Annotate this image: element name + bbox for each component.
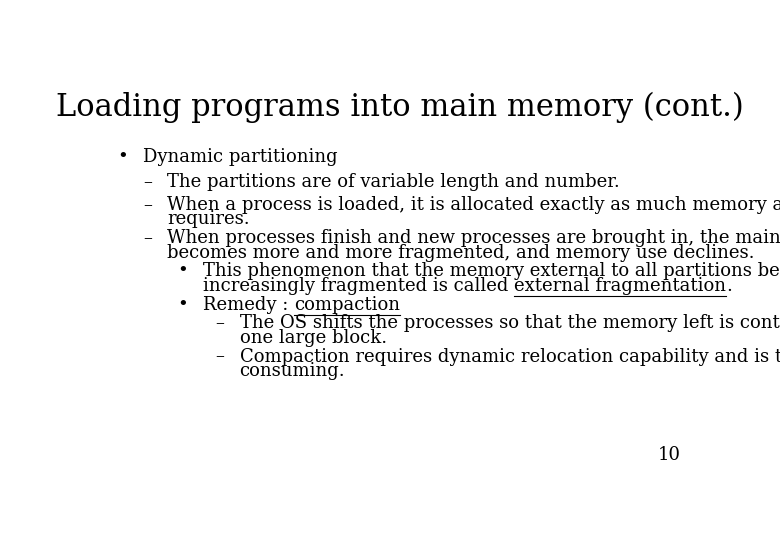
Text: When processes finish and new processes are brought in, the main memory: When processes finish and new processes … [167, 229, 780, 247]
Text: Remedy :: Remedy : [204, 295, 294, 314]
Text: Loading programs into main memory (cont.): Loading programs into main memory (cont.… [56, 92, 743, 123]
Text: –: – [143, 196, 152, 214]
Text: .: . [726, 277, 732, 295]
Text: –: – [143, 173, 152, 191]
Text: 10: 10 [658, 446, 681, 464]
Text: •: • [177, 262, 188, 280]
Text: When a process is loaded, it is allocated exactly as much memory as it: When a process is loaded, it is allocate… [167, 196, 780, 214]
Text: consuming.: consuming. [239, 362, 346, 380]
Text: –: – [143, 229, 152, 247]
Text: Compaction requires dynamic relocation capability and is time: Compaction requires dynamic relocation c… [239, 348, 780, 366]
Text: requires.: requires. [167, 210, 250, 228]
Text: external fragmentation: external fragmentation [515, 277, 726, 295]
Text: compaction: compaction [294, 295, 400, 314]
Text: –: – [215, 348, 225, 366]
Text: –: – [215, 314, 225, 332]
Text: The OS shifts the processes so that the memory left is contiguous in: The OS shifts the processes so that the … [239, 314, 780, 332]
Text: •: • [117, 148, 128, 166]
Text: becomes more and more fragmented, and memory use declines.: becomes more and more fragmented, and me… [167, 244, 754, 261]
Text: •: • [177, 295, 188, 314]
Text: The partitions are of variable length and number.: The partitions are of variable length an… [167, 173, 620, 191]
Text: This phenomenon that the memory external to all partitions becomes: This phenomenon that the memory external… [204, 262, 780, 280]
Text: Dynamic partitioning: Dynamic partitioning [143, 148, 338, 166]
Text: one large block.: one large block. [239, 329, 387, 347]
Text: increasingly fragmented is called: increasingly fragmented is called [204, 277, 515, 295]
